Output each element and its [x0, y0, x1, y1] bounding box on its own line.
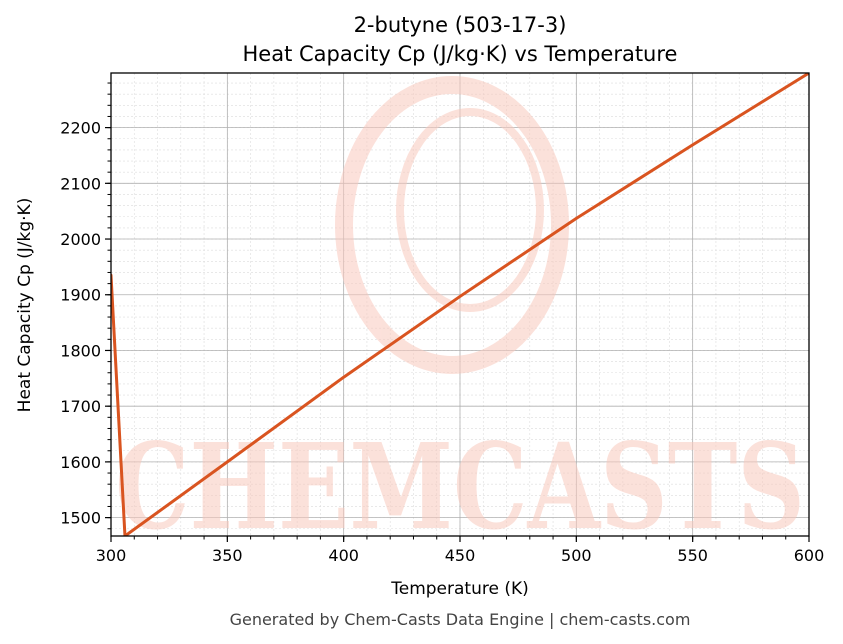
- chart-subtitle: Heat Capacity Cp (J/kg·K) vs Temperature: [243, 42, 678, 66]
- watermark-text: CHEMCASTS: [115, 417, 805, 556]
- y-tick-label: 1700: [60, 397, 101, 416]
- y-axis-label: Heat Capacity Cp (J/kg·K): [15, 198, 35, 413]
- footer-credit: Generated by Chem-Casts Data Engine | ch…: [230, 610, 691, 629]
- x-tick-label: 350: [212, 546, 243, 565]
- series-line-cp: [111, 73, 809, 536]
- x-tick-label: 450: [445, 546, 476, 565]
- x-axis: 300 350 400 450 500 550 600: [96, 536, 825, 565]
- y-tick-label: 1600: [60, 453, 101, 472]
- y-tick-label: 2200: [60, 119, 101, 138]
- y-tick-label: 1900: [60, 286, 101, 305]
- watermark-logo-icon: [335, 76, 569, 374]
- x-tick-label: 400: [328, 546, 359, 565]
- x-tick-label: 600: [794, 546, 825, 565]
- x-axis-label: Temperature (K): [390, 579, 529, 599]
- y-axis: 1500 1600 1700 1800 1900 2000 2100 2200: [60, 82, 111, 530]
- y-tick-label: 1500: [60, 509, 101, 528]
- y-tick-label: 2100: [60, 174, 101, 193]
- chart-title: 2-butyne (503-17-3): [354, 13, 567, 37]
- y-tick-label: 1800: [60, 341, 101, 360]
- x-tick-label: 550: [677, 546, 708, 565]
- watermark: CHEMCASTS: [115, 76, 805, 556]
- x-tick-label: 500: [561, 546, 592, 565]
- y-tick-label: 2000: [60, 230, 101, 249]
- x-tick-label: 300: [96, 546, 127, 565]
